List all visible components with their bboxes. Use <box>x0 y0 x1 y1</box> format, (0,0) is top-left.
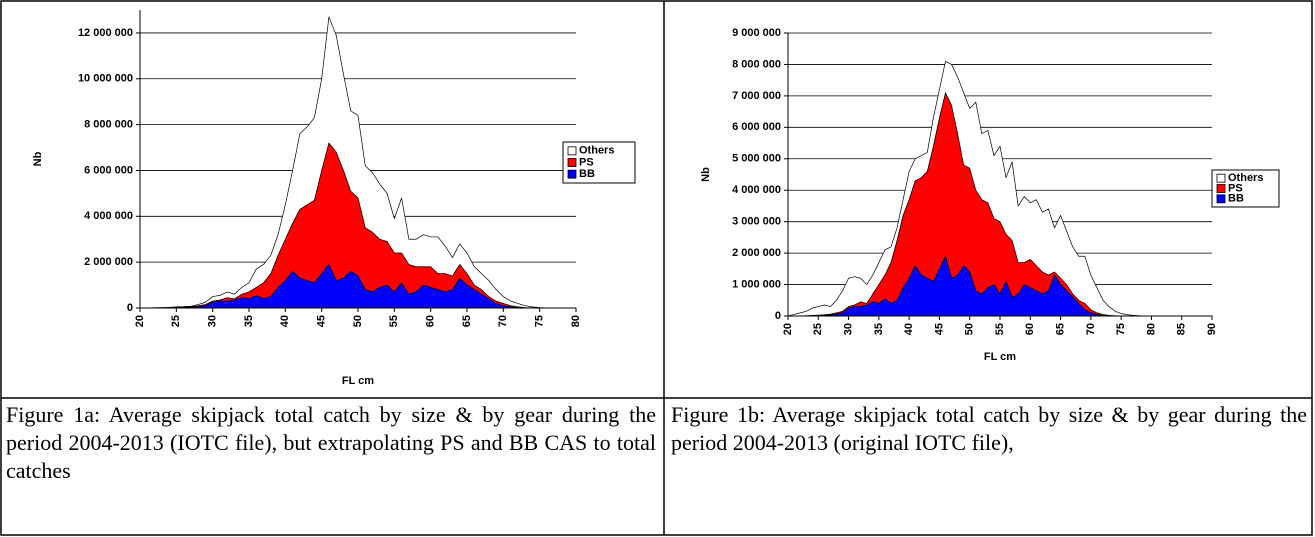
x-axis-title: FL cm <box>984 351 1016 363</box>
y-tick-label: 5 000 000 <box>732 153 781 165</box>
x-tick-label: 75 <box>534 315 546 327</box>
y-tick-label: 1 000 000 <box>732 278 781 290</box>
x-tick-label: 20 <box>782 323 794 335</box>
x-tick-label: 70 <box>1085 323 1097 335</box>
x-tick-label: 40 <box>903 323 915 335</box>
x-tick-label: 45 <box>316 315 328 327</box>
legend-label: BB <box>1228 193 1244 205</box>
y-tick-label: 2 000 000 <box>732 247 781 259</box>
legend-label: PS <box>1228 182 1243 194</box>
x-tick-label: 90 <box>1206 323 1218 335</box>
x-tick-label: 55 <box>994 323 1006 335</box>
x-tick-label: 50 <box>964 323 976 335</box>
y-tick-label: 0 <box>775 310 781 322</box>
x-tick-label: 25 <box>170 315 182 327</box>
y-axis-title: Nb <box>32 151 44 166</box>
x-tick-label: 30 <box>207 315 219 327</box>
y-tick-label: 8 000 000 <box>84 119 133 131</box>
x-tick-label: 70 <box>497 315 509 327</box>
legend-label: PS <box>579 156 594 168</box>
y-tick-label: 10 000 000 <box>78 73 133 85</box>
y-axis-title: Nb <box>700 167 712 182</box>
legend-label: Others <box>1228 172 1263 184</box>
y-tick-label: 6 000 000 <box>732 121 781 133</box>
caption: Figure 1a: Average skipjack total catch … <box>6 402 656 483</box>
x-tick-label: 45 <box>933 323 945 335</box>
legend-marker <box>1216 173 1226 183</box>
y-tick-label: 8 000 000 <box>732 58 781 70</box>
x-tick-label: 75 <box>1115 323 1127 335</box>
x-tick-label: 65 <box>1054 323 1066 335</box>
legend-label: BB <box>579 168 595 180</box>
x-tick-label: 85 <box>1176 323 1188 335</box>
legend-marker <box>567 158 577 167</box>
caption: Figure 1b: Average skipjack total catch … <box>671 402 1307 455</box>
x-tick-label: 25 <box>812 323 824 335</box>
x-tick-label: 20 <box>134 315 146 327</box>
y-tick-label: 4 000 000 <box>84 210 133 222</box>
y-tick-label: 6 000 000 <box>84 164 133 176</box>
y-tick-label: 9 000 000 <box>732 27 781 39</box>
legend-marker <box>567 169 577 179</box>
x-tick-label: 80 <box>570 315 582 327</box>
x-tick-label: 60 <box>1024 323 1036 335</box>
x-axis-title: FL cm <box>342 375 374 387</box>
x-tick-label: 65 <box>461 315 473 327</box>
legend-marker <box>1216 184 1226 193</box>
x-tick-label: 55 <box>388 315 400 327</box>
y-tick-label: 2 000 000 <box>84 256 133 268</box>
x-tick-label: 35 <box>873 323 885 335</box>
y-tick-label: 4 000 000 <box>732 184 781 196</box>
y-tick-label: 7 000 000 <box>732 90 781 102</box>
y-tick-label: 12 000 000 <box>78 27 133 39</box>
x-tick-label: 50 <box>352 315 364 327</box>
x-tick-label: 60 <box>425 315 437 327</box>
y-tick-label: 3 000 000 <box>732 216 781 228</box>
legend-marker <box>567 146 577 156</box>
y-tick-label: 0 <box>127 302 133 314</box>
legend-label: Others <box>579 145 614 157</box>
x-tick-label: 35 <box>243 315 255 327</box>
x-tick-label: 80 <box>1145 323 1157 335</box>
x-tick-label: 40 <box>279 315 291 327</box>
legend-marker <box>1216 194 1226 204</box>
x-tick-label: 30 <box>842 323 854 335</box>
